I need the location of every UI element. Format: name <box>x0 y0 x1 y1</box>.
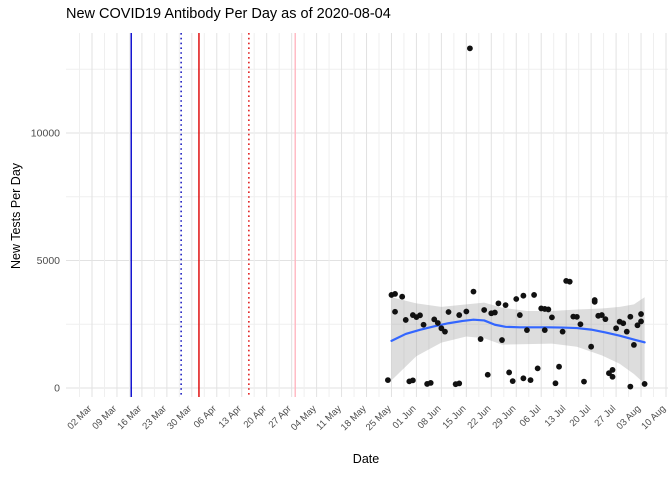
scatter-point <box>573 313 580 320</box>
scatter-point <box>609 373 616 380</box>
x-tick-label: 08 Jun <box>416 403 444 431</box>
y-axis-title: New Tests Per Day <box>9 162 23 270</box>
x-tick-label: 01 Jun <box>391 403 419 431</box>
scatter-point <box>634 322 641 329</box>
scatter-point <box>549 314 555 321</box>
y-tick-label: 5000 <box>37 255 61 267</box>
scatter-point <box>641 381 648 387</box>
x-tick-label: 11 May <box>314 403 343 432</box>
scatter-point <box>638 318 644 325</box>
x-tick-label: 13 Jul <box>543 403 569 429</box>
x-tick-label: 18 May <box>339 403 369 433</box>
x-tick-label: 29 Jun <box>490 403 518 431</box>
scatter-point <box>456 312 463 318</box>
scatter-point <box>627 313 634 320</box>
scatter-point <box>392 291 398 297</box>
scatter-point <box>467 45 473 52</box>
scatter-point <box>623 328 630 335</box>
x-tick-label: 15 Jun <box>441 403 469 431</box>
scatter-point <box>591 297 598 303</box>
scatter-point <box>431 316 438 323</box>
scatter-point <box>534 365 541 372</box>
x-tick-label: 20 Apr <box>242 403 269 430</box>
x-tick-label: 25 May <box>364 403 394 433</box>
x-tick-label: 02 Mar <box>65 403 94 432</box>
x-tick-label: 09 Mar <box>90 403 119 432</box>
x-axis-title: Date <box>352 452 380 466</box>
scatter-point <box>620 320 627 327</box>
x-tick-label: 23 Mar <box>140 403 169 432</box>
scatter-point <box>409 377 416 384</box>
x-tick-label: 10 Aug <box>639 403 668 432</box>
scatter-point <box>588 343 595 350</box>
x-tick-label: 04 May <box>289 403 319 433</box>
scatter-point <box>566 278 573 285</box>
scatter-point <box>509 378 516 385</box>
scatter-point <box>420 321 427 328</box>
scatter-point <box>520 292 527 299</box>
scatter-point <box>598 312 605 318</box>
scatter-point <box>463 308 470 315</box>
scatter-point <box>577 321 584 328</box>
smooth-line <box>390 318 646 344</box>
chart-title: New COVID19 Antibody Per Day as of 2020-… <box>66 6 391 22</box>
scatter-point <box>552 380 559 387</box>
x-tick-label: 13 Apr <box>217 403 244 430</box>
scatter-point <box>559 328 566 335</box>
scatter-point <box>385 377 391 383</box>
scatter-point <box>627 383 634 390</box>
scatter-point <box>581 378 587 385</box>
scatter-point <box>477 336 484 342</box>
scatter-point <box>392 308 398 315</box>
x-tick-label: 06 Jul <box>518 403 544 429</box>
y-tick-label: 10000 <box>31 128 60 140</box>
confidence-ribbon <box>391 297 645 384</box>
x-tick-label: 03 Aug <box>614 403 643 432</box>
y-tick-label: 0 <box>54 383 60 395</box>
scatter-point <box>402 317 409 323</box>
scatter-point <box>516 312 523 318</box>
x-tick-label: 16 Mar <box>115 403 144 432</box>
scatter-point <box>434 320 441 326</box>
scatter-point <box>484 371 491 378</box>
scatter-point <box>545 306 552 313</box>
scatter-point <box>609 366 616 373</box>
scatter-point <box>531 292 537 298</box>
scatter-point <box>495 300 502 307</box>
scatter-point <box>631 342 637 348</box>
scatter-point <box>427 380 434 386</box>
scatter-point <box>524 327 530 334</box>
x-tick-label: 30 Mar <box>165 403 194 432</box>
scatter-point <box>442 328 448 335</box>
scatter-point <box>399 293 406 300</box>
x-tick-label: 22 Jun <box>465 403 493 431</box>
scatter-point <box>602 316 609 323</box>
scatter-point <box>502 302 509 309</box>
scatter-point <box>520 375 527 382</box>
scatter-point <box>506 369 513 376</box>
scatter-point <box>638 311 644 317</box>
scatter-point <box>527 377 534 383</box>
scatter-point <box>470 288 477 295</box>
scatter-point <box>481 307 488 313</box>
x-tick-label: 20 Jul <box>568 403 594 429</box>
scatter-point <box>456 380 463 387</box>
scatter-point <box>613 325 619 332</box>
scatter-point <box>541 327 548 334</box>
scatter-point <box>417 312 423 319</box>
x-tick-label: 06 Apr <box>192 403 219 430</box>
scatter-point <box>499 337 505 343</box>
scatter-point <box>513 296 520 302</box>
scatter-point <box>556 363 562 370</box>
scatter-point <box>491 309 498 316</box>
scatter-point <box>445 309 452 315</box>
